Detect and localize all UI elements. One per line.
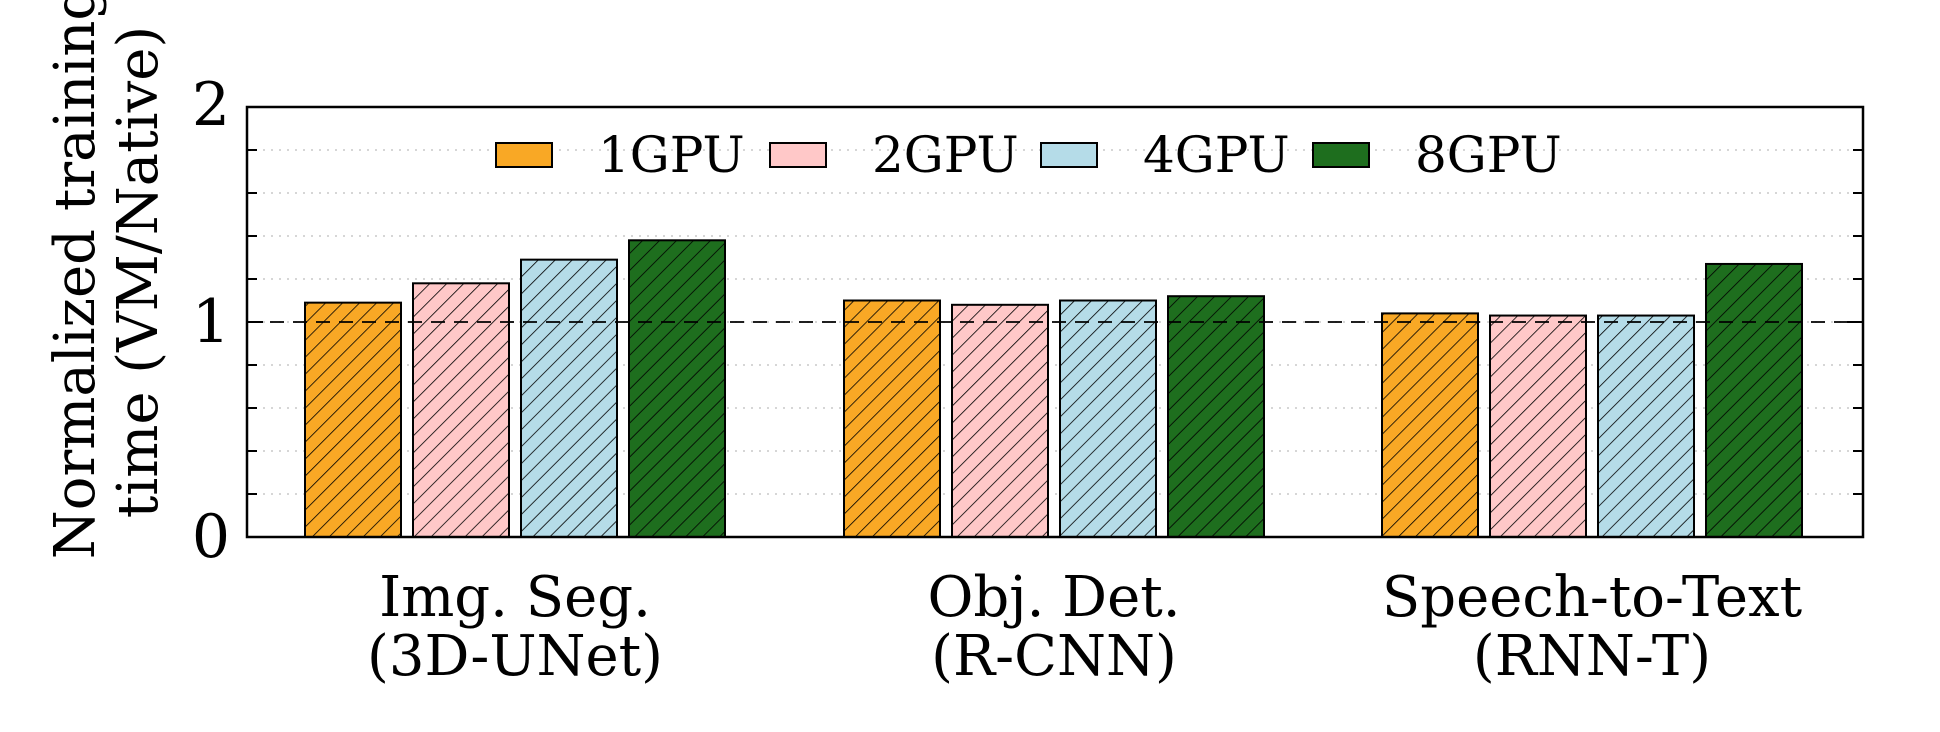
plot-frame <box>245 105 1865 539</box>
legend-item-8GPU: 8GPU <box>1312 126 1562 184</box>
legend-swatch <box>769 142 827 168</box>
legend: 1GPU 2GPU 4GPU 8GPU <box>495 126 1562 184</box>
bar-hatch <box>1705 262 1803 538</box>
bar-8GPU-cat2 <box>1705 262 1803 538</box>
legend-item-4GPU: 4GPU <box>1040 126 1290 184</box>
legend-label: 2GPU <box>872 126 1019 184</box>
bar-hatch <box>304 301 402 538</box>
bar-hatch <box>1167 295 1265 539</box>
bar-1GPU-cat2 <box>1381 312 1479 538</box>
y-tick-labels: 0 1 2 <box>192 70 230 572</box>
bar-hatch <box>1597 314 1695 538</box>
bar-hatch <box>1489 314 1587 538</box>
category-label-1-line1: Obj. Det. <box>927 565 1180 630</box>
x-category-labels: Img. Seg. (3D-UNet) Obj. Det. (R-CNN) Sp… <box>367 565 1803 689</box>
bar-8GPU-cat0 <box>628 239 726 539</box>
bar-hatch <box>520 258 618 538</box>
bar-8GPU-cat1 <box>1167 295 1265 539</box>
bar-hatch <box>412 282 510 538</box>
bar-hatch <box>628 239 726 539</box>
bars <box>304 239 1803 539</box>
legend-label: 8GPU <box>1415 126 1562 184</box>
bar-hatch <box>1059 299 1157 538</box>
bar-4GPU-cat2 <box>1597 314 1695 538</box>
y-tick-label-0: 0 <box>192 502 230 572</box>
y-axis-title-line2: time (VM/Native) <box>106 26 171 518</box>
bar-hatch <box>1381 312 1479 538</box>
legend-item-2GPU: 2GPU <box>769 126 1019 184</box>
bar-1GPU-cat0 <box>304 301 402 538</box>
legend-label: 1GPU <box>598 126 745 184</box>
y-tick-label-1: 1 <box>192 287 230 357</box>
category-label-1-line2: (R-CNN) <box>931 624 1177 689</box>
category-label-2-line2: (RNN-T) <box>1473 624 1711 689</box>
bar-hatch <box>843 299 941 538</box>
y-tick-label-2: 2 <box>192 70 230 140</box>
legend-label: 4GPU <box>1143 126 1290 184</box>
legend-swatch <box>1312 142 1370 168</box>
legend-swatch <box>495 142 553 168</box>
bar-2GPU-cat1 <box>951 303 1049 538</box>
y-axis-title-line1: Normalized training <box>43 0 108 559</box>
bar-4GPU-cat1 <box>1059 299 1157 538</box>
bar-hatch <box>951 303 1049 538</box>
legend-item-1GPU: 1GPU <box>495 126 745 184</box>
legend-swatch <box>1040 142 1098 168</box>
category-label-0-line2: (3D-UNet) <box>367 624 663 689</box>
bar-2GPU-cat0 <box>412 282 510 538</box>
category-label-2-line1: Speech-to-Text <box>1382 565 1803 630</box>
bar-4GPU-cat0 <box>520 258 618 538</box>
y-axis-title: Normalized training time (VM/Native) <box>43 0 171 559</box>
bar-1GPU-cat1 <box>843 299 941 538</box>
bar-2GPU-cat2 <box>1489 314 1587 538</box>
category-label-0-line1: Img. Seg. <box>379 565 651 630</box>
